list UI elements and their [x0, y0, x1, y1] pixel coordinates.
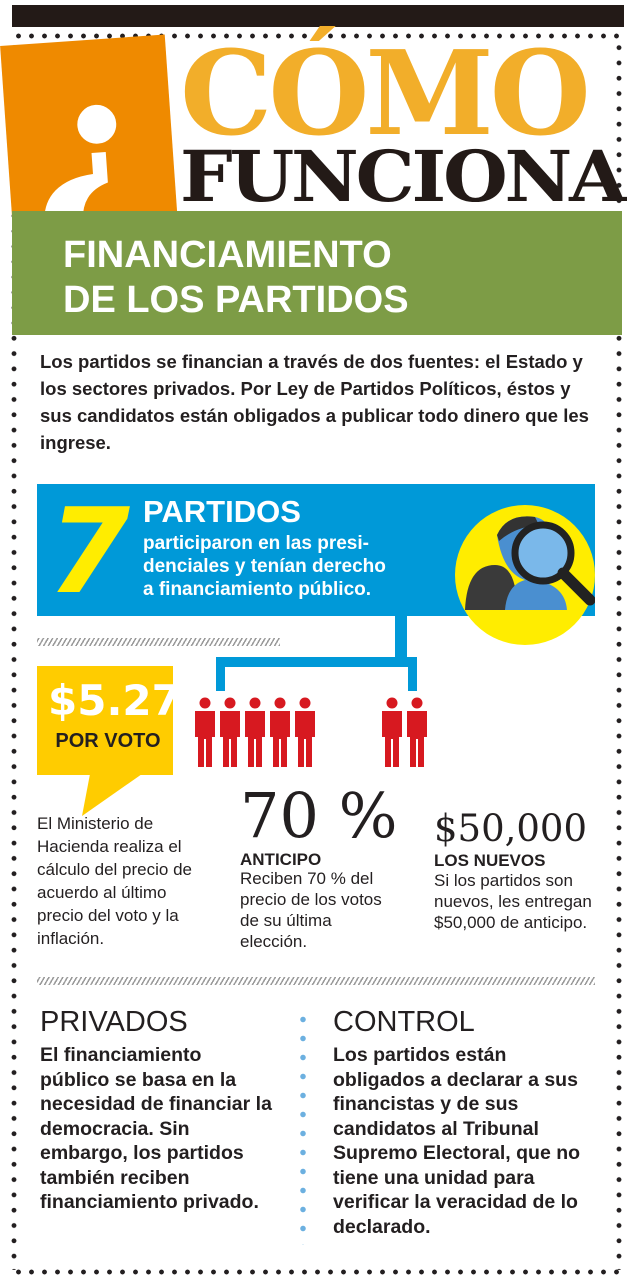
price-label: POR VOTO — [55, 730, 161, 752]
connector-line — [216, 657, 417, 667]
new-parties-label: LOS NUEVOS — [434, 851, 546, 870]
banner-line-2: DE LOS PARTIDOS — [63, 279, 409, 321]
bubble-tail — [82, 774, 142, 816]
new-parties-text: Si los partidos son nuevos, les entregan… — [434, 871, 592, 932]
people-magnifier-icon — [455, 505, 596, 645]
figures-group-2 — [380, 697, 429, 767]
parties-line: participaron en las presi- — [143, 533, 369, 554]
parties-line: denciales y tenían derecho — [143, 556, 386, 577]
connector-line — [395, 616, 407, 661]
top-bar — [12, 5, 624, 27]
banner-title: FINANCIAMIENTO DE LOS PARTIDOS — [63, 233, 409, 323]
private-title: PRIVADOS — [40, 1006, 188, 1038]
banner-line-1: FINANCIAMIENTO — [63, 234, 392, 276]
person-icon — [407, 697, 427, 767]
title-como: CÓMO — [180, 26, 591, 162]
person-icon — [220, 697, 240, 767]
dotted-border-bottom — [12, 1269, 624, 1275]
title-funciona: FUNCIONA — [180, 135, 627, 218]
advance-value: 70 % — [240, 779, 398, 852]
advance-label: ANTICIPO — [240, 850, 322, 869]
intro-text: Los partidos se financian a través de do… — [40, 351, 589, 453]
person-icon — [382, 697, 402, 767]
dotted-border-right — [616, 40, 622, 1270]
parties-line: a financiamiento público. — [143, 579, 372, 600]
price-text: El Ministerio de Hacienda realiza el cál… — [37, 814, 192, 948]
connector-line — [216, 657, 225, 691]
parties-number: 7 — [48, 482, 131, 620]
person-icon — [195, 697, 215, 767]
dotted-border-top — [12, 33, 624, 39]
figures-group-5 — [193, 697, 317, 767]
column-divider — [300, 1010, 306, 1245]
price-bubble — [37, 666, 173, 775]
dotted-border-left — [11, 40, 17, 1270]
advance-text: Reciben 70 % del precio de los votos de … — [240, 869, 382, 951]
person-icon — [245, 697, 265, 767]
private-text: El financiamiento público se basa en la … — [40, 1044, 272, 1213]
person-icon — [295, 697, 315, 767]
parties-title: PARTIDOS — [143, 494, 301, 529]
parties-text: participaron en las presi- denciales y t… — [143, 532, 386, 601]
control-text: Los partidos están obligados a declarar … — [333, 1044, 581, 1238]
person-icon — [270, 697, 290, 767]
divider-hatched — [37, 638, 280, 646]
control-title: CONTROL — [333, 1006, 475, 1038]
connector-line — [408, 657, 417, 691]
banner — [12, 211, 622, 335]
price-value: $5.27 — [48, 676, 181, 725]
divider-hatched — [37, 977, 595, 985]
new-parties-value: $50,000 — [434, 807, 588, 850]
